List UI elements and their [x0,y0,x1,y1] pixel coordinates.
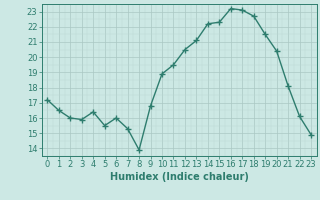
X-axis label: Humidex (Indice chaleur): Humidex (Indice chaleur) [110,172,249,182]
